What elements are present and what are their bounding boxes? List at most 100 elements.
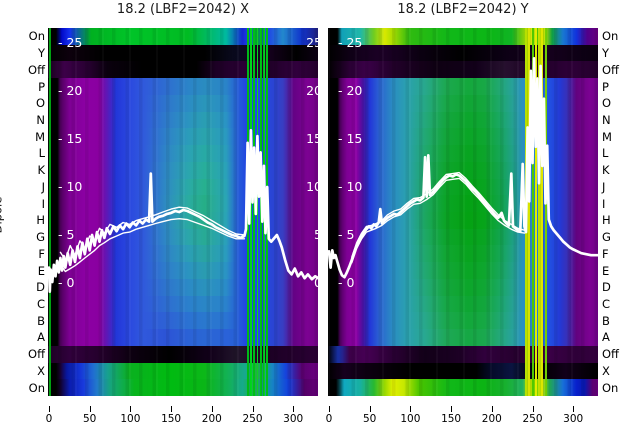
value-tick-label-left-20: - 20 bbox=[58, 83, 83, 98]
row-label-f-13: F bbox=[602, 246, 609, 261]
row-label-y-1: Y bbox=[602, 46, 610, 61]
value-tick-label-left-0: - 0 bbox=[58, 275, 75, 290]
x-tick-label-250: 250 bbox=[242, 413, 263, 425]
value-tick-label-right-25: 25 bbox=[306, 35, 318, 50]
row-label-h-11: H bbox=[602, 213, 611, 228]
value-tick-label-right-10: 10 bbox=[306, 179, 318, 194]
heatmap-row-g bbox=[328, 228, 598, 246]
x-tick-label-200: 200 bbox=[481, 413, 502, 425]
value-tick-label-left-20: - 20 bbox=[338, 83, 363, 98]
row-label-b-17: B bbox=[37, 313, 45, 328]
heatmap-row-off bbox=[328, 345, 598, 364]
value-tick-label-right-15: 15 bbox=[306, 131, 318, 146]
row-label-f-13: F bbox=[38, 246, 45, 261]
row-label-off-2: Off bbox=[602, 62, 619, 77]
row-label-k-8: K bbox=[37, 163, 45, 178]
x-tick-label-50: 50 bbox=[363, 413, 377, 425]
orbit-trace-3 bbox=[351, 177, 526, 264]
heatmap-row-b bbox=[328, 312, 598, 330]
x-tick-mark-150 bbox=[171, 406, 173, 412]
row-label-b-17: B bbox=[602, 313, 610, 328]
x-tick-mark-100 bbox=[130, 406, 132, 412]
row-label-o-4: O bbox=[35, 96, 45, 111]
row-label-y-1: Y bbox=[37, 46, 45, 61]
row-label-g-12: G bbox=[602, 230, 611, 245]
row-label-on-21: On bbox=[28, 380, 45, 395]
orbit-trace-2 bbox=[351, 171, 526, 258]
x-tick-label-150: 150 bbox=[441, 413, 462, 425]
vertical-stripe bbox=[531, 28, 535, 396]
row-label-e-14: E bbox=[602, 263, 610, 278]
x-tick-mark-50 bbox=[369, 406, 371, 412]
heatmap-column-texture bbox=[48, 28, 318, 396]
x-tick-mark-100 bbox=[410, 406, 412, 412]
x-tick-mark-300 bbox=[293, 406, 295, 412]
value-tick-label-left-10: - 10 bbox=[58, 179, 83, 194]
row-label-off-19: Off bbox=[28, 347, 45, 362]
vertical-stripe bbox=[538, 28, 541, 396]
value-tick-label-right-5: 5 bbox=[314, 227, 318, 243]
value-tick-label-left-15: - 15 bbox=[338, 131, 363, 146]
row-label-j-9: J bbox=[41, 179, 45, 194]
heatmap-row-on bbox=[328, 28, 598, 46]
vertical-stripe bbox=[250, 28, 252, 396]
x-tick-mark-200 bbox=[211, 406, 213, 412]
row-label-j-9: J bbox=[602, 179, 606, 194]
x-tick-mark-150 bbox=[451, 406, 453, 412]
x-tick-label-50: 50 bbox=[83, 413, 97, 425]
value-tick-label-left-5: - 5 bbox=[58, 227, 75, 242]
row-label-x-20: X bbox=[602, 363, 610, 378]
x-tick-label-100: 100 bbox=[120, 413, 141, 425]
x-tick-label-0: 0 bbox=[325, 413, 333, 425]
vertical-stripe bbox=[534, 28, 537, 396]
row-label-l-7: L bbox=[602, 146, 609, 161]
x-tick-mark-50 bbox=[89, 406, 91, 412]
trace-layer bbox=[48, 129, 318, 293]
row-label-c-16: C bbox=[36, 297, 45, 311]
row-label-i-10: I bbox=[41, 196, 45, 211]
x-tick-label-100: 100 bbox=[400, 413, 421, 425]
row-label-m-6: M bbox=[602, 129, 612, 144]
x-tick-label-200: 200 bbox=[201, 413, 222, 425]
vertical-stripe bbox=[544, 28, 548, 396]
value-tick-label-left-25: - 25 bbox=[338, 35, 363, 50]
x-tick-mark-200 bbox=[491, 406, 493, 412]
x-tick-label-250: 250 bbox=[522, 413, 543, 425]
vertical-stripe bbox=[256, 28, 259, 396]
row-label-h-11: H bbox=[36, 213, 45, 228]
row-label-on-0: On bbox=[28, 29, 45, 44]
x-tick-label-150: 150 bbox=[161, 413, 182, 425]
row-label-n-5: N bbox=[602, 113, 611, 127]
row-label-o-4: O bbox=[602, 96, 612, 111]
row-label-off-2: Off bbox=[28, 62, 45, 77]
vertical-stripe bbox=[253, 28, 256, 396]
row-label-k-8: K bbox=[602, 163, 610, 178]
x-tick-mark-0 bbox=[49, 406, 50, 412]
value-tick-label-right-20: 20 bbox=[306, 83, 318, 98]
row-label-m-6: M bbox=[35, 129, 45, 144]
x-tick-label-300: 300 bbox=[283, 413, 304, 425]
heatmap-row-f bbox=[328, 245, 598, 263]
panel-y-title: 18.2 (LBF2=2042) Y bbox=[397, 2, 529, 17]
row-label-on-0: On bbox=[602, 29, 619, 44]
orbit-trace-main bbox=[48, 129, 318, 293]
heatmap-row-d bbox=[328, 278, 598, 297]
row-label-p-3: P bbox=[38, 79, 45, 94]
row-label-e-14: E bbox=[37, 263, 45, 278]
value-tick-label-left-10: - 10 bbox=[338, 179, 363, 194]
row-label-p-3: P bbox=[602, 79, 609, 94]
trace-layer bbox=[328, 57, 598, 279]
x-tick-label-0: 0 bbox=[45, 413, 53, 425]
heatmap-row-y bbox=[328, 44, 598, 62]
row-label-a-18: A bbox=[37, 330, 45, 345]
orbit-trace-3 bbox=[59, 218, 246, 273]
x-tick-mark-250 bbox=[532, 406, 534, 412]
x-tick-mark-0 bbox=[329, 406, 330, 412]
heatmap-row-a bbox=[328, 329, 598, 347]
row-label-a-18: A bbox=[602, 330, 610, 345]
row-label-d-15: D bbox=[36, 280, 45, 295]
heatmap-row-e bbox=[328, 262, 598, 280]
orbit-trace-main bbox=[328, 57, 598, 279]
vertical-stripe bbox=[49, 28, 52, 396]
